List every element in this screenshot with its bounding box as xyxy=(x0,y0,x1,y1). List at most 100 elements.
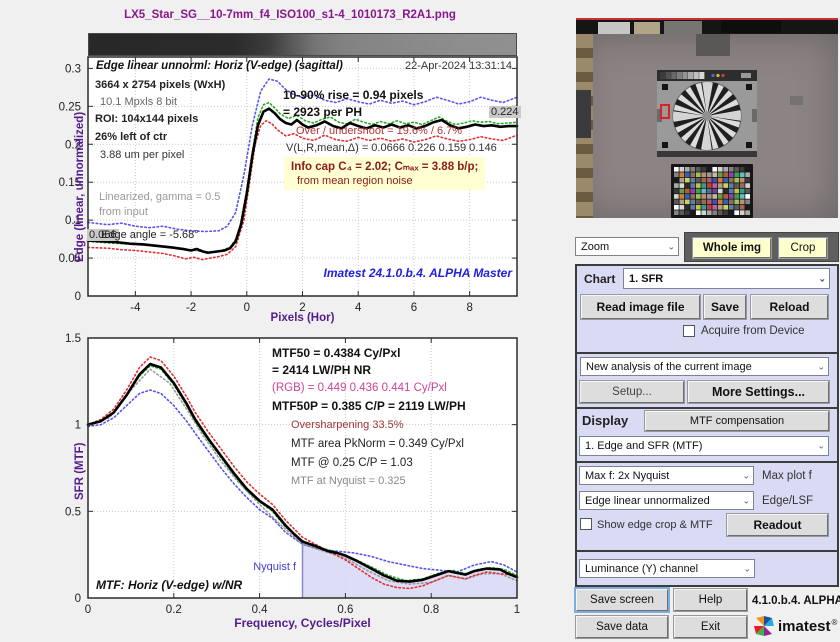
chart-dropdown[interactable]: 1. SFR ⌄ xyxy=(623,268,830,289)
info-capacity-line2: from mean region noise xyxy=(297,175,413,187)
readout-button[interactable]: Readout xyxy=(727,514,828,536)
background-box-1 xyxy=(598,22,630,34)
max-f-dropdown-value: Max f: 2x Nyquist xyxy=(585,469,670,482)
top-chart-ylabel: Edge (linear, unnormalized) xyxy=(74,111,86,262)
exit-label: Exit xyxy=(700,621,721,633)
chart-dropdown-value: 1. SFR xyxy=(629,272,664,285)
nyquist-f-label: Nyquist f xyxy=(253,561,296,573)
mtf50-line1: MTF50 = 0.4384 Cy/Pxl xyxy=(272,346,401,360)
save-button[interactable]: Save xyxy=(704,295,746,319)
zoom-dropdown[interactable]: Zoom ⌄ xyxy=(575,237,679,256)
chevron-down-icon: ⌄ xyxy=(817,361,825,371)
imatest-logo: imatest ® xyxy=(753,613,839,639)
pixel-pitch-info: 3.88 um per pixel xyxy=(100,149,185,161)
roi-info: ROI: 104x144 pixels xyxy=(95,113,199,125)
mtf-area-line: MTF area PkNorm = 0.349 Cy/Pxl xyxy=(291,438,464,450)
edge-lsf-dropdown-value: Edge linear unnormalized xyxy=(585,494,710,507)
svg-text:0: 0 xyxy=(85,604,91,616)
svg-text:0: 0 xyxy=(244,302,250,314)
setup-label: Setup... xyxy=(612,386,652,398)
panel-divider xyxy=(575,407,839,409)
rise-annotation-line1: 10-90% rise = 0.94 pixels xyxy=(283,88,424,102)
read-image-file-button[interactable]: Read image file xyxy=(581,295,700,319)
wall-shadow-box xyxy=(696,34,730,56)
rise-annotation-line2: = 2923 per PH xyxy=(283,105,363,119)
from-input-info: from input xyxy=(99,206,148,218)
svg-text:0: 0 xyxy=(75,593,81,605)
acquire-checkbox[interactable] xyxy=(683,325,695,337)
position-info: 26% left of ctr xyxy=(95,131,168,143)
imatest-logo-text: imatest xyxy=(778,617,831,635)
rgb-mtf50-line: (RGB) = 0.449 0.436 0.441 Cy/Pxl xyxy=(272,382,447,394)
chevron-down-icon: ⌄ xyxy=(743,563,751,573)
svg-text:2: 2 xyxy=(299,302,305,314)
reload-label: Reload xyxy=(769,300,810,314)
edge-lsf-label: Edge/LSF xyxy=(762,495,814,507)
mtf50p-line: MTF50P = 0.385 C/P = 2119 LW/PH xyxy=(272,399,466,413)
edge-lsf-dropdown[interactable]: Edge linear unnormalized ⌄ xyxy=(579,491,754,510)
svg-text:0.8: 0.8 xyxy=(423,604,439,616)
save-label: Save xyxy=(710,300,740,314)
analysis-dropdown-value: New analysis of the current image xyxy=(586,360,752,373)
svg-text:1.5: 1.5 xyxy=(65,333,81,345)
background-box-2 xyxy=(634,22,660,34)
mtf-compensation-button[interactable]: MTF compensation xyxy=(645,411,829,431)
exit-button[interactable]: Exit xyxy=(674,616,747,638)
max-f-dropdown[interactable]: Max f: 2x Nyquist ⌄ xyxy=(579,466,754,485)
svg-text:8: 8 xyxy=(466,302,472,314)
imatest-watermark: Imatest 24.1.0.b.4. ALPHA Master xyxy=(323,266,512,280)
more-settings-button[interactable]: More Settings... xyxy=(688,381,829,403)
mtf50-line2: = 2414 LW/PH NR xyxy=(272,363,372,377)
info-capacity-box: Info cap C₄ = 2.02; Cₘₐₓ = 3.88 b/p; fro… xyxy=(284,157,486,190)
right-level-label: 0.224 xyxy=(489,106,521,118)
chevron-down-icon: ⌄ xyxy=(818,273,826,283)
chevron-down-icon: ⌄ xyxy=(817,440,825,451)
save-screen-button[interactable]: Save screen xyxy=(576,589,668,611)
image-preview[interactable] xyxy=(576,18,838,218)
svg-text:0.25: 0.25 xyxy=(59,101,81,113)
top-chart-datetime: 22-Apr-2024 13:31:14 xyxy=(404,60,512,72)
channel-dropdown[interactable]: Luminance (Y) channel ⌄ xyxy=(579,559,755,578)
svg-text:1: 1 xyxy=(514,604,520,616)
svg-text:0: 0 xyxy=(75,291,81,303)
show-edge-crop-checkbox[interactable] xyxy=(580,518,592,530)
reload-button[interactable]: Reload xyxy=(751,295,828,319)
chevron-down-icon: ⌄ xyxy=(742,470,750,480)
help-button[interactable]: Help xyxy=(674,589,747,611)
overshoot-annotation: Over / undershoot = 19.6% / 6.7% xyxy=(296,125,463,137)
crop-button[interactable]: Crop xyxy=(779,238,827,258)
siemens-star-chart xyxy=(657,70,757,157)
setup-button[interactable]: Setup... xyxy=(580,381,684,403)
svg-text:0.05: 0.05 xyxy=(59,253,81,265)
vlr-annotation: V(L,R,mean,Δ) = 0.0666 0.226 0.159 0.146 xyxy=(286,142,497,154)
mtf-nyquist-line: MTF at Nyquist = 0.325 xyxy=(291,475,406,487)
save-screen-label: Save screen xyxy=(590,594,654,606)
svg-text:0.2: 0.2 xyxy=(166,604,182,616)
mpxls-info: 10.1 Mpxls 8 bit xyxy=(100,96,178,108)
svg-text:0.3: 0.3 xyxy=(65,63,81,75)
help-label: Help xyxy=(698,594,723,606)
display-dropdown[interactable]: 1. Edge and SFR (MTF) ⌄ xyxy=(579,436,829,456)
zoom-dropdown-value: Zoom xyxy=(581,240,610,253)
show-edge-crop-label: Show edge crop & MTF xyxy=(597,519,713,531)
max-plot-f-label: Max plot f xyxy=(762,470,812,482)
analysis-dropdown[interactable]: New analysis of the current image ⌄ xyxy=(580,357,829,376)
crop-label: Crop xyxy=(790,242,816,254)
svg-text:4: 4 xyxy=(355,302,362,314)
shelf-dark-box xyxy=(576,90,591,138)
info-capacity-line1: Info cap C₄ = 2.02; Cₘₐₓ = 3.88 b/p; xyxy=(291,161,479,173)
svg-text:-2: -2 xyxy=(186,302,196,314)
chart-label: Chart xyxy=(584,272,616,286)
imatest-pinwheel-icon xyxy=(754,616,774,636)
panel-divider xyxy=(575,461,839,463)
linearized-info: Linearized, gamma = 0.5 xyxy=(99,191,221,203)
save-data-button[interactable]: Save data xyxy=(576,616,668,638)
background-box-4 xyxy=(721,20,781,33)
whole-img-button[interactable]: Whole img xyxy=(693,238,771,258)
bottom-chart-corner-label: MTF: Horiz (V-edge) w/NR xyxy=(96,578,243,592)
view-mode-group: Whole img Crop xyxy=(684,232,839,262)
mtf-025-line: MTF @ 0.25 C/P = 1.03 xyxy=(291,457,413,469)
top-chart-xlabel: Pixels (Hor) xyxy=(270,312,335,324)
svg-text:0.15: 0.15 xyxy=(59,177,81,189)
